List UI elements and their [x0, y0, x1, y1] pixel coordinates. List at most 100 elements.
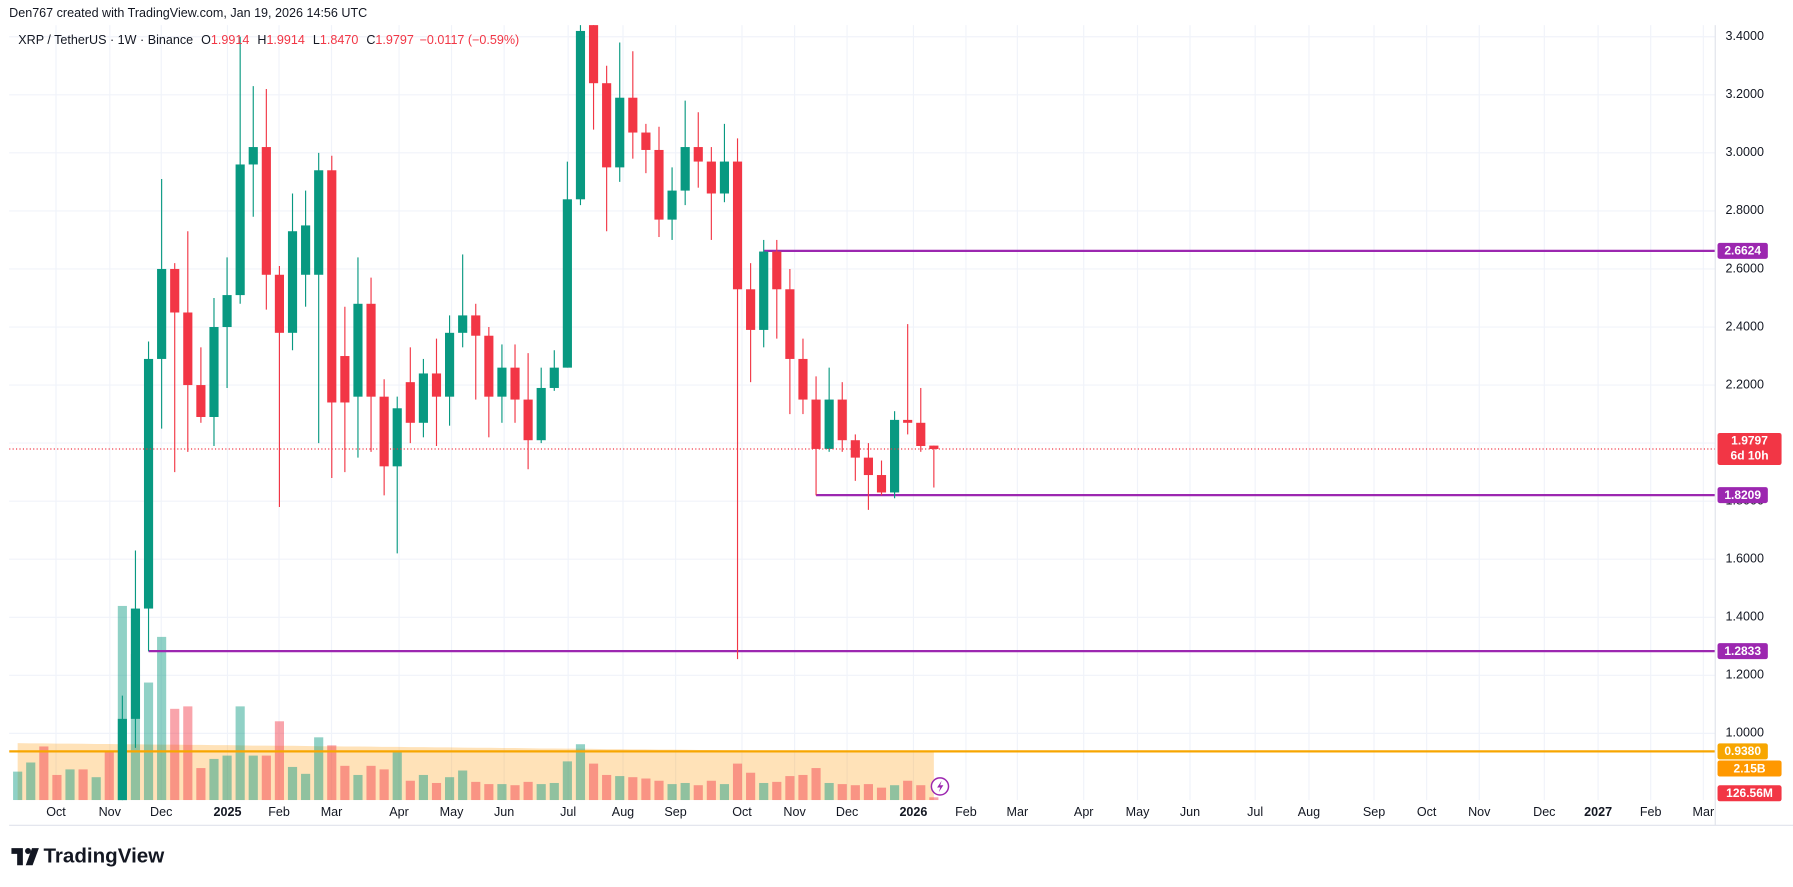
volume-bar — [628, 777, 638, 801]
brand-logo — [11, 848, 39, 866]
candle-body — [405, 382, 415, 423]
candle-body — [235, 164, 245, 296]
candle-body — [746, 289, 756, 330]
x-tick-label: Jul — [560, 805, 576, 819]
price-label-text: 126.56M — [1726, 786, 1773, 800]
volume-bar — [157, 636, 167, 801]
volume-bar — [549, 782, 559, 801]
volume-bar — [497, 784, 507, 801]
volume-bar — [327, 745, 337, 801]
x-tick-label: Sep — [664, 805, 686, 819]
plot-area — [9, 25, 1716, 801]
candle-body — [798, 358, 808, 400]
price-label-text: 1.8209 — [1724, 488, 1761, 502]
volume-bar — [615, 776, 625, 801]
candle-body — [431, 373, 442, 397]
volume-bar — [340, 765, 350, 801]
volume-bar — [510, 785, 520, 801]
candle-body — [719, 161, 730, 194]
y-tick-label: 2.8000 — [1726, 203, 1764, 217]
volume-bar — [719, 784, 730, 801]
price-label-text: 1.2833 — [1724, 644, 1761, 658]
price-label-text: 0.9380 — [1724, 744, 1761, 758]
x-tick-label: Feb — [1640, 805, 1662, 819]
volume-bar — [418, 774, 428, 801]
volume-bar — [287, 766, 298, 801]
y-tick-label: 2.2000 — [1726, 377, 1764, 391]
volume-bar — [314, 737, 324, 801]
x-tick-label: Apr — [389, 805, 409, 819]
price-label-box — [1717, 433, 1782, 466]
candle-body — [680, 147, 690, 191]
x-tick-label: Aug — [1298, 805, 1320, 819]
x-tick-label: Dec — [836, 805, 858, 819]
x-tick-label: Sep — [1363, 805, 1385, 819]
price-label: 2.6624 — [1717, 242, 1768, 259]
candle-body — [170, 268, 180, 313]
volume-bar — [759, 782, 769, 801]
volume-bar — [890, 785, 900, 801]
volume-bar — [602, 774, 612, 801]
volume-bar — [562, 761, 572, 801]
x-tick-label: Jul — [1247, 805, 1263, 819]
volume-bar — [209, 758, 219, 801]
legend-value: 1.9914 — [266, 33, 304, 47]
x-tick-label: Nov — [99, 805, 122, 819]
candle-body — [732, 161, 743, 290]
legend-change: −0.0117 (−0.59%) — [420, 33, 520, 47]
candle-body — [602, 83, 612, 168]
y-tick-label: 3.2000 — [1726, 87, 1764, 101]
candle-body — [575, 30, 586, 200]
volume-bar — [170, 708, 180, 801]
legend-value: 1.8470 — [320, 33, 358, 47]
volume-bar — [837, 784, 847, 801]
candle-body — [549, 367, 559, 388]
x-tick-label: Oct — [46, 805, 66, 819]
volume-bar — [183, 706, 193, 801]
price-label-text: 6d 10h — [1731, 449, 1769, 463]
price-label: 1.8209 — [1717, 487, 1768, 504]
volume-bar — [353, 774, 363, 801]
x-tick-label: Mar — [1007, 805, 1029, 819]
candle-body — [143, 358, 154, 609]
legend-key: L — [313, 33, 320, 47]
y-tick-label: 3.0000 — [1726, 145, 1764, 159]
candle-body — [523, 399, 533, 441]
price-label-text: 1.9797 — [1731, 434, 1768, 448]
candle-body — [667, 190, 677, 220]
volume-bar — [196, 768, 206, 801]
volume-bar — [693, 785, 703, 801]
price-label-box — [1717, 242, 1768, 259]
volume-bar — [588, 763, 599, 801]
candle-body — [706, 161, 716, 194]
x-tick-label: 2025 — [213, 805, 241, 819]
legend-key: O — [201, 33, 211, 47]
alert-icon[interactable] — [930, 777, 950, 796]
price-label-box — [1717, 785, 1782, 802]
x-tick-label: May — [440, 805, 464, 819]
candle-body — [824, 399, 834, 449]
candle-body — [850, 440, 860, 458]
volume-bar — [811, 768, 821, 801]
volume-bar — [91, 777, 101, 801]
candle-body — [562, 199, 572, 368]
candle-body — [222, 295, 232, 328]
volume-bar — [863, 784, 873, 801]
y-tick-label: 2.6000 — [1726, 261, 1764, 275]
price-label: 0.9380 — [1717, 743, 1768, 760]
volume-bar — [39, 746, 49, 801]
candle-body — [261, 147, 271, 275]
volume-ma-area — [17, 743, 934, 801]
x-tick-label: 2027 — [1584, 805, 1612, 819]
volume-bar — [379, 769, 389, 801]
candle-body — [471, 315, 481, 336]
volume-bar — [235, 706, 245, 801]
x-tick-label: Dec — [1533, 805, 1555, 819]
candle-body — [876, 475, 887, 493]
volume-bar — [850, 785, 860, 801]
x-tick-label: Jun — [1180, 805, 1200, 819]
volume-bar — [798, 774, 808, 801]
legend-key: H — [257, 33, 266, 47]
volume-bar — [301, 773, 311, 801]
